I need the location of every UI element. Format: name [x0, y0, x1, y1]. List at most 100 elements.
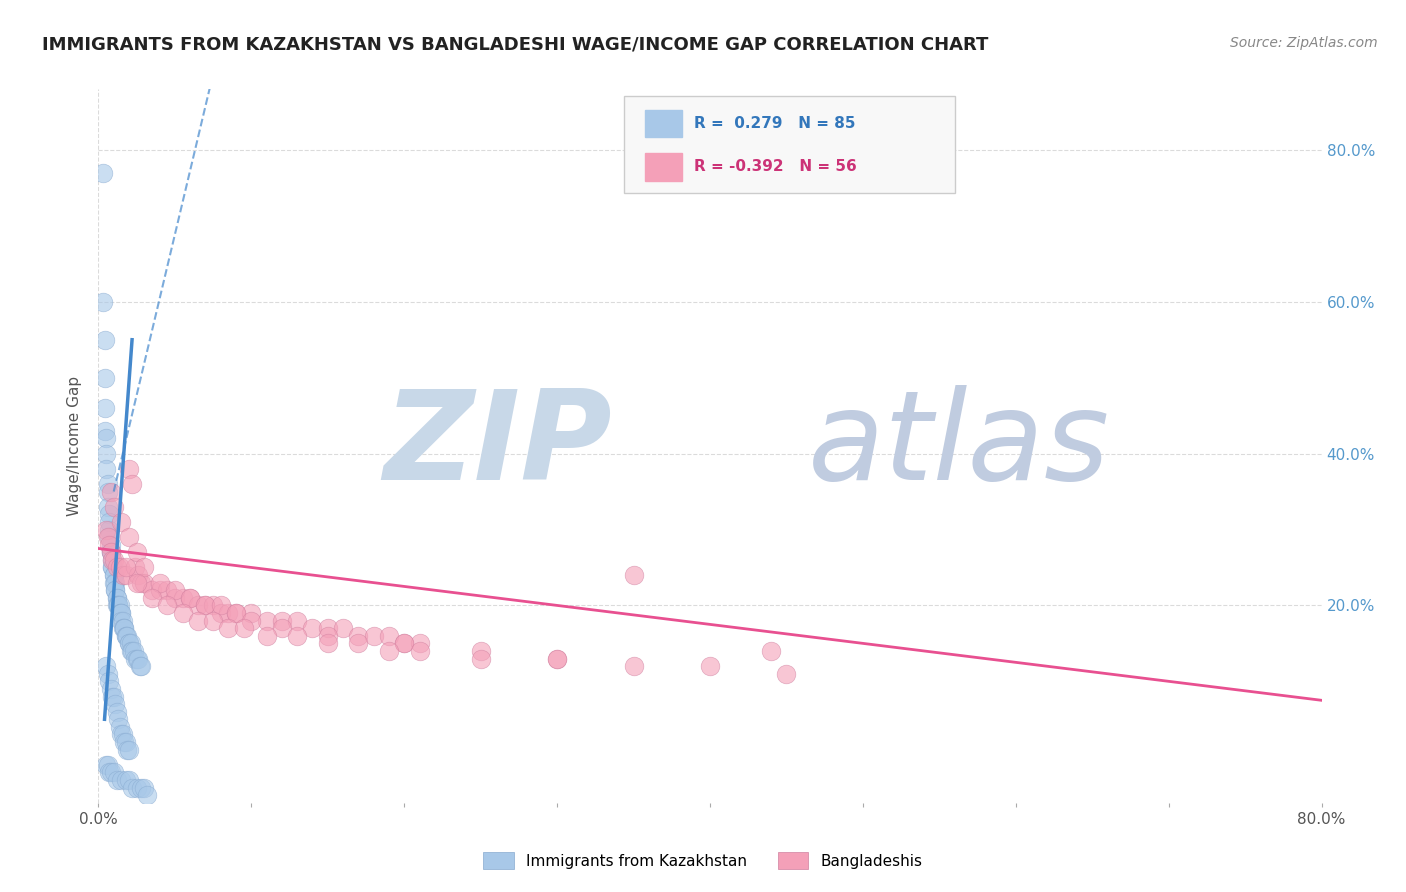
- Point: [202, 614, 225, 628]
- Text: R =  0.279   N = 85: R = 0.279 N = 85: [695, 116, 856, 131]
- Point: [125, 780, 148, 795]
- Point: [118, 462, 141, 476]
- Point: [194, 599, 217, 613]
- Point: [125, 651, 148, 665]
- Point: [93, 424, 115, 438]
- Point: [101, 553, 124, 567]
- Point: [172, 606, 194, 620]
- Point: [125, 575, 148, 590]
- Point: [156, 599, 179, 613]
- Point: [392, 636, 416, 650]
- Point: [378, 629, 401, 643]
- Point: [187, 599, 209, 613]
- Point: [93, 333, 115, 347]
- Point: [103, 553, 125, 567]
- Point: [112, 621, 135, 635]
- Point: [115, 735, 138, 749]
- Point: [110, 614, 132, 628]
- Point: [240, 606, 263, 620]
- Point: [316, 636, 339, 650]
- Point: [129, 659, 152, 673]
- Point: [270, 614, 292, 628]
- Point: [121, 477, 143, 491]
- Point: [105, 591, 128, 605]
- Point: [100, 545, 122, 559]
- Point: [110, 515, 132, 529]
- Point: [115, 560, 138, 574]
- Point: [470, 651, 492, 665]
- Text: atlas: atlas: [808, 385, 1109, 507]
- Point: [97, 530, 120, 544]
- Point: [120, 644, 142, 658]
- Point: [94, 659, 117, 673]
- Point: [93, 370, 115, 384]
- Point: [118, 772, 141, 787]
- Point: [134, 575, 156, 590]
- Point: [470, 644, 492, 658]
- Point: [111, 568, 134, 582]
- Point: [699, 659, 721, 673]
- Point: [108, 606, 131, 620]
- Point: [115, 772, 138, 787]
- Point: [156, 583, 179, 598]
- Point: [118, 636, 141, 650]
- Point: [103, 500, 125, 514]
- Point: [108, 599, 131, 613]
- Point: [240, 614, 263, 628]
- Point: [134, 560, 156, 574]
- Point: [97, 500, 120, 514]
- Point: [105, 772, 128, 787]
- Point: [194, 599, 217, 613]
- Point: [103, 765, 125, 780]
- Point: [101, 553, 124, 567]
- Point: [408, 644, 430, 658]
- Point: [107, 712, 129, 726]
- Point: [285, 629, 308, 643]
- Point: [110, 606, 132, 620]
- Point: [347, 636, 370, 650]
- Point: [101, 690, 124, 704]
- Y-axis label: Wage/Income Gap: Wage/Income Gap: [67, 376, 83, 516]
- Point: [94, 523, 117, 537]
- Point: [110, 606, 132, 620]
- Point: [103, 690, 125, 704]
- Point: [105, 560, 128, 574]
- Point: [232, 621, 254, 635]
- Point: [107, 599, 129, 613]
- Point: [111, 614, 134, 628]
- Point: [217, 606, 239, 620]
- Point: [209, 599, 232, 613]
- Point: [101, 560, 124, 574]
- Point: [91, 166, 114, 180]
- Point: [179, 591, 201, 605]
- Point: [100, 538, 122, 552]
- Point: [105, 599, 128, 613]
- Point: [129, 780, 152, 795]
- Point: [104, 583, 127, 598]
- Point: [110, 772, 132, 787]
- Point: [93, 401, 115, 415]
- Point: [141, 583, 163, 598]
- Point: [623, 659, 645, 673]
- Point: [115, 568, 138, 582]
- Point: [301, 621, 323, 635]
- Point: [105, 705, 128, 719]
- Point: [121, 780, 143, 795]
- FancyBboxPatch shape: [624, 96, 955, 193]
- Point: [209, 606, 232, 620]
- Point: [118, 742, 141, 756]
- Point: [408, 636, 430, 650]
- Legend: Immigrants from Kazakhstan, Bangladeshis: Immigrants from Kazakhstan, Bangladeshis: [477, 846, 929, 875]
- Point: [112, 735, 135, 749]
- Point: [117, 629, 139, 643]
- Point: [149, 575, 172, 590]
- Point: [91, 294, 114, 309]
- Point: [100, 545, 122, 559]
- Text: Source: ZipAtlas.com: Source: ZipAtlas.com: [1230, 36, 1378, 50]
- Bar: [645, 110, 682, 137]
- Point: [202, 599, 225, 613]
- Point: [98, 530, 121, 544]
- Point: [136, 788, 159, 802]
- Point: [127, 651, 149, 665]
- Point: [103, 575, 125, 590]
